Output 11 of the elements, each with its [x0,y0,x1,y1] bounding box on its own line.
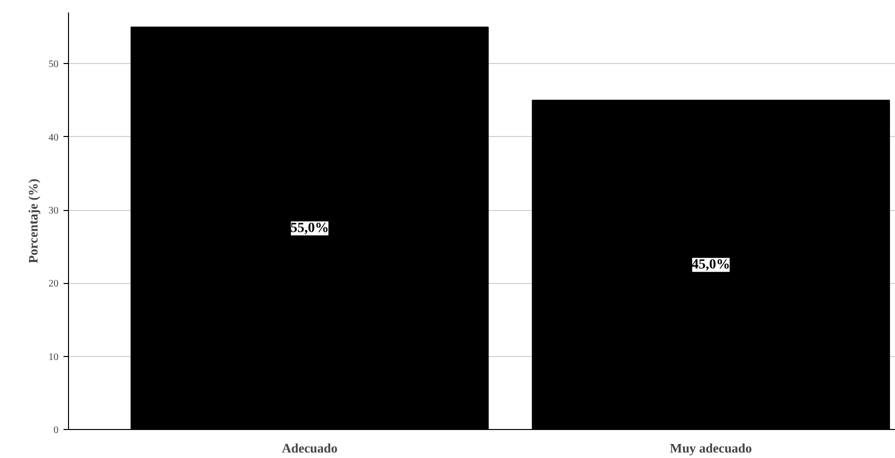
y-tick-label: 10 [48,352,58,363]
x-tick-label: Muy adecuado [670,440,752,456]
y-tick-label: 20 [48,278,58,290]
data-label: 55,0% [290,220,329,236]
data-label: 45,0% [692,257,730,272]
x-tick-label: Adecuado [282,440,338,456]
y-tick-label: 40 [48,132,58,144]
y-tick-label: 50 [48,59,58,70]
y-tick-label: 30 [48,206,58,217]
y-axis-title: Porcentaje (%) [26,178,40,264]
y-tick-label: 0 [54,425,58,436]
